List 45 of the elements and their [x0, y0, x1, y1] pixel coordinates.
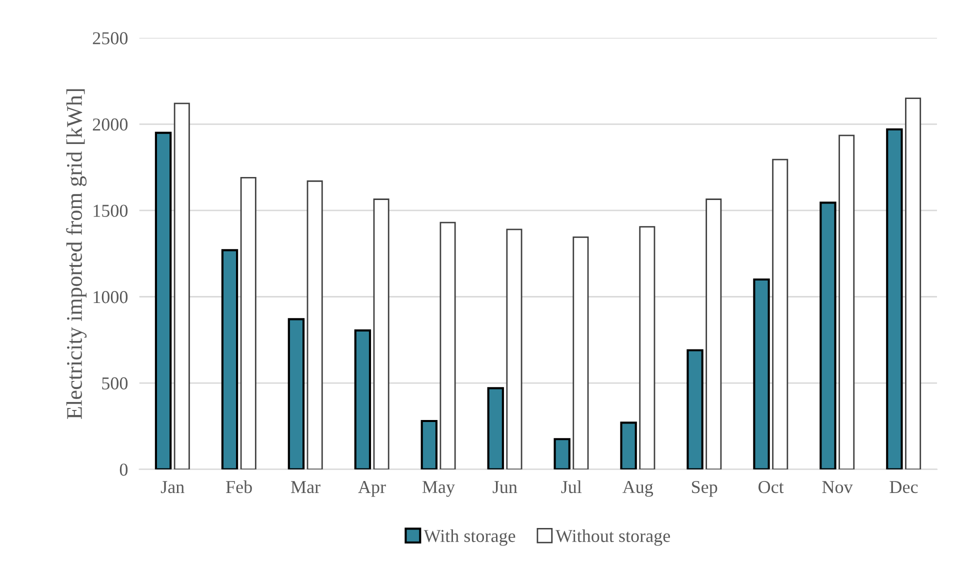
- bar: [487, 387, 504, 470]
- bar: [686, 349, 704, 470]
- bar: [753, 278, 770, 470]
- x-tick-label: Sep: [692, 481, 718, 497]
- x-tick-label: Jul: [561, 480, 582, 494]
- bar: [820, 202, 836, 470]
- y-tick-label: 500: [102, 377, 128, 390]
- bar: [440, 222, 456, 470]
- bar: [572, 236, 589, 470]
- bar: [620, 422, 637, 470]
- legend-label: Without storage: [556, 529, 670, 546]
- bar: [772, 158, 788, 470]
- y-tick-label: 1000: [94, 291, 128, 304]
- x-tick-label: Feb: [226, 480, 252, 494]
- bar: [354, 329, 372, 470]
- y-tick-label: 1500: [94, 204, 128, 217]
- bar: [288, 318, 305, 470]
- bar: [306, 180, 323, 470]
- y-tick-label: 2000: [92, 118, 128, 131]
- bar: [706, 198, 722, 470]
- bar: [506, 228, 522, 470]
- x-tick-label: Dec: [890, 481, 918, 494]
- bar: [240, 176, 256, 470]
- legend-label: With storage: [424, 529, 516, 546]
- bar: [886, 128, 903, 470]
- x-tick-label: Oct: [758, 481, 784, 494]
- bar: [221, 249, 238, 470]
- y-axis-title: Electricity imported from grid [kWh]: [66, 89, 87, 419]
- bar: [554, 438, 570, 470]
- bar: [373, 198, 390, 470]
- x-tick-label: Apr: [358, 481, 386, 497]
- x-tick-label: May: [422, 481, 455, 497]
- x-tick-label: Jun: [492, 481, 518, 494]
- x-tick-label: Jan: [160, 481, 184, 494]
- x-tick-label: Mar: [290, 481, 320, 494]
- x-tick-label: Aug: [622, 480, 654, 497]
- bar: [420, 420, 438, 470]
- bar: [905, 98, 922, 470]
- bar: [174, 102, 190, 470]
- bar: [154, 132, 172, 470]
- y-tick-label: 2500: [92, 32, 128, 44]
- y-tick-label: 0: [120, 464, 128, 476]
- bar: [838, 134, 855, 470]
- x-tick-label: Nov: [822, 481, 853, 494]
- bar: [639, 226, 656, 470]
